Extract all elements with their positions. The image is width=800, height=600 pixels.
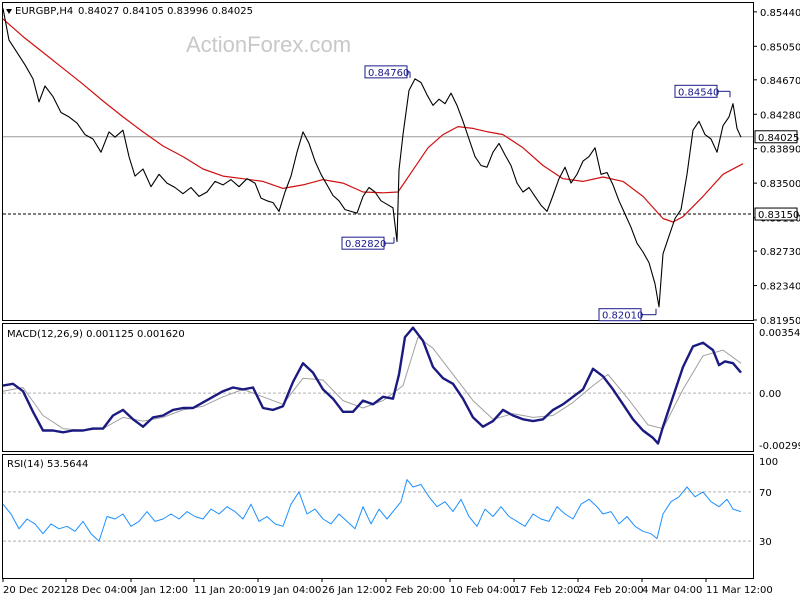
annotation-label: 0.84540 [678,87,719,98]
x-tick-label: 2 Feb 20:00 [386,585,445,596]
ohlc-label: 0.84027 0.84105 0.83996 0.84025 [78,6,253,17]
price-annotations: 0.84760 0.82820 0.84540 0.82010 [341,65,731,322]
price-panel-frame [2,2,754,321]
price-close-line [2,8,742,308]
watermark: ActionForex.com [186,32,351,57]
annotation-box [341,236,385,250]
annotation-label: 0.82010 [602,311,643,322]
x-tick-label: 10 Feb 04:00 [450,585,516,596]
x-tick-label: 11 Mar 12:00 [706,585,773,596]
price-tick-label: 0.84280 [760,110,800,121]
price-tick-label: 0.85050 [760,42,800,53]
header-triangle-icon [6,9,12,14]
macd-series: 0.003548 0.00 -0.002992 [2,326,800,452]
rsi-series: 100 70 30 [2,457,778,548]
macd-tick-label: 0.00 [759,389,781,400]
x-tick-label: 4 Jan 12:00 [131,585,188,596]
price-y-axis: 0.85440 0.85050 0.84670 0.84280 0.83890 0.835… [3,8,800,327]
annotation-box [674,84,718,98]
annotation-box [598,308,642,322]
annotation-label: 0.82820 [345,239,386,250]
x-tick-label: 19 Jan 04:00 [258,585,321,596]
x-tick-label: 28 Dec 04:00 [66,585,133,596]
price-tick-label: 0.83500 [760,179,800,190]
rsi-tick-label: 100 [759,457,778,468]
rsi-panel-frame [2,454,754,579]
x-tick-label: 20 Dec 2021 [3,585,67,596]
x-tick-label: 26 Jan 12:00 [322,585,385,596]
macd-panel-frame [2,323,754,452]
last-price-label: 0.84025 [758,133,799,144]
annotation-box [364,65,408,79]
x-tick-label: 24 Feb 20:00 [578,585,644,596]
time-x-axis: 20 Dec 2021 28 Dec 04:004 Jan 12:00 11 Jan… [2,578,773,596]
macd-tick-label: 0.003548 [759,328,800,339]
macd-signal-line [2,336,742,431]
x-tick-label: 11 Jan 20:00 [194,585,257,596]
x-tick-label: 17 Feb 12:00 [514,585,580,596]
symbol-label: EURGBP,H4 [15,6,73,17]
rsi-line [2,479,742,542]
price-series [2,8,744,308]
macd-title: MACD(12,26,9) 0.001125 0.001620 [7,329,185,340]
rsi-tick-label: 70 [759,488,772,499]
support-price-box [754,207,798,221]
price-tick-label: 0.82340 [760,282,800,293]
price-tick-label: 0.81950 [760,316,800,327]
rsi-title: RSI(14) 53.5644 [7,459,88,470]
price-tick-label: 0.85440 [760,8,800,19]
annotation-label: 0.84760 [368,68,409,79]
price-tick-label: 0.82730 [760,247,800,258]
macd-main-line [2,326,742,445]
last-price-box [754,130,798,144]
rsi-tick-label: 30 [759,537,772,548]
x-tick-label: 4 Mar 04:00 [642,585,702,596]
support-price-label: 0.83150 [758,210,799,221]
macd-tick-label: -0.002992 [759,441,800,452]
moving-average-line [2,18,744,223]
price-tick-label: 0.84670 [760,76,800,87]
price-tick-label: 0.83890 [760,145,800,156]
